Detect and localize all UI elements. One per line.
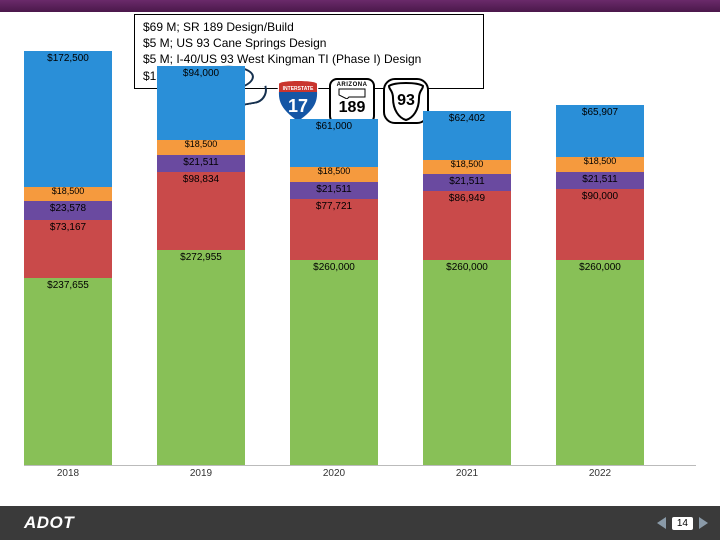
bar-2020: $260,000 $77,721 $21,511 $18,500 $61,000 — [290, 119, 378, 465]
page-number: 14 — [672, 517, 693, 530]
segment-label: $260,000 — [556, 262, 644, 273]
bar-segment: $21,511 — [423, 174, 511, 191]
slide-nav: 14 — [657, 517, 708, 530]
title-bar — [0, 0, 720, 12]
segment-label: $21,511 — [157, 157, 245, 168]
segment-label: $23,578 — [24, 203, 112, 214]
segment-label: $21,511 — [290, 184, 378, 195]
stacked-bar-chart: $237,655 $73,167 $23,578 $18,500 $172,500 $27… — [24, 48, 696, 483]
next-slide-button[interactable] — [699, 517, 708, 529]
segment-label: $18,500 — [290, 166, 378, 176]
bar-segment: $86,949 — [423, 191, 511, 260]
bar-segment: $90,000 — [556, 189, 644, 260]
segment-label: $98,834 — [157, 174, 245, 185]
bar-segment: $61,000 — [290, 119, 378, 167]
segment-label: $18,500 — [157, 139, 245, 149]
x-axis-label: 2021 — [423, 468, 511, 479]
bar-segment: $260,000 — [556, 260, 644, 465]
bar-2022: $260,000 $90,000 $21,511 $18,500 $65,907 — [556, 105, 644, 465]
bar-segment: $98,834 — [157, 172, 245, 250]
segment-label: $21,511 — [423, 176, 511, 187]
segment-label: $172,500 — [24, 53, 112, 64]
segment-label: $21,511 — [556, 174, 644, 185]
x-axis-label: 2020 — [290, 468, 378, 479]
bar-segment: $21,511 — [556, 172, 644, 189]
prev-slide-button[interactable] — [657, 517, 666, 529]
bar-segment: $260,000 — [290, 260, 378, 465]
bar-segment: $18,500 — [290, 167, 378, 182]
bar-segment: $18,500 — [24, 187, 112, 202]
segment-label: $61,000 — [290, 121, 378, 132]
x-axis-label: 2019 — [157, 468, 245, 479]
bar-segment: $237,655 — [24, 278, 112, 465]
bar-segment: $77,721 — [290, 199, 378, 260]
x-axis-label: 2018 — [24, 468, 112, 479]
footer-bar: ADOT 14 — [0, 506, 720, 540]
bar-segment: $18,500 — [423, 160, 511, 175]
segment-label: $73,167 — [24, 222, 112, 233]
bar-segment: $21,511 — [157, 155, 245, 172]
bar-segment: $73,167 — [24, 220, 112, 278]
bar-segment: $18,500 — [157, 140, 245, 155]
adot-logo: ADOT — [24, 513, 74, 533]
bar-segment: $18,500 — [556, 157, 644, 172]
segment-label: $18,500 — [423, 159, 511, 169]
segment-label: $65,907 — [556, 107, 644, 118]
bar-2018: $237,655 $73,167 $23,578 $18,500 $172,500 — [24, 51, 112, 465]
segment-label: $18,500 — [556, 156, 644, 166]
bar-segment: $260,000 — [423, 260, 511, 465]
bar-segment: $272,955 — [157, 250, 245, 465]
x-axis-label: 2022 — [556, 468, 644, 479]
segment-label: $260,000 — [423, 262, 511, 273]
bar-segment: $65,907 — [556, 105, 644, 157]
bar-2019: $272,955 $98,834 $21,511 $18,500 $94,000 — [157, 66, 245, 465]
bar-2021: $260,000 $86,949 $21,511 $18,500 $62,402 — [423, 111, 511, 465]
segment-label: $77,721 — [290, 201, 378, 212]
segment-label: $237,655 — [24, 280, 112, 291]
slide: $69 M; SR 189 Design/Build $5 M; US 93 C… — [0, 0, 720, 540]
segment-label: $86,949 — [423, 193, 511, 204]
segment-label: $272,955 — [157, 252, 245, 263]
callout-line: $69 M; SR 189 Design/Build — [143, 19, 475, 35]
segment-label: $94,000 — [157, 68, 245, 79]
segment-label: $90,000 — [556, 191, 644, 202]
chart-plot-area: $237,655 $73,167 $23,578 $18,500 $172,500 $27… — [24, 48, 696, 466]
bar-segment: $23,578 — [24, 201, 112, 220]
bar-segment: $21,511 — [290, 182, 378, 199]
segment-label: $260,000 — [290, 262, 378, 273]
bar-segment: $172,500 — [24, 51, 112, 187]
chart-x-axis: 2018 2019 2020 2021 2022 — [24, 468, 696, 482]
segment-label: $62,402 — [423, 113, 511, 124]
segment-label: $18,500 — [24, 186, 112, 196]
bar-segment: $62,402 — [423, 111, 511, 160]
bar-segment: $94,000 — [157, 66, 245, 140]
